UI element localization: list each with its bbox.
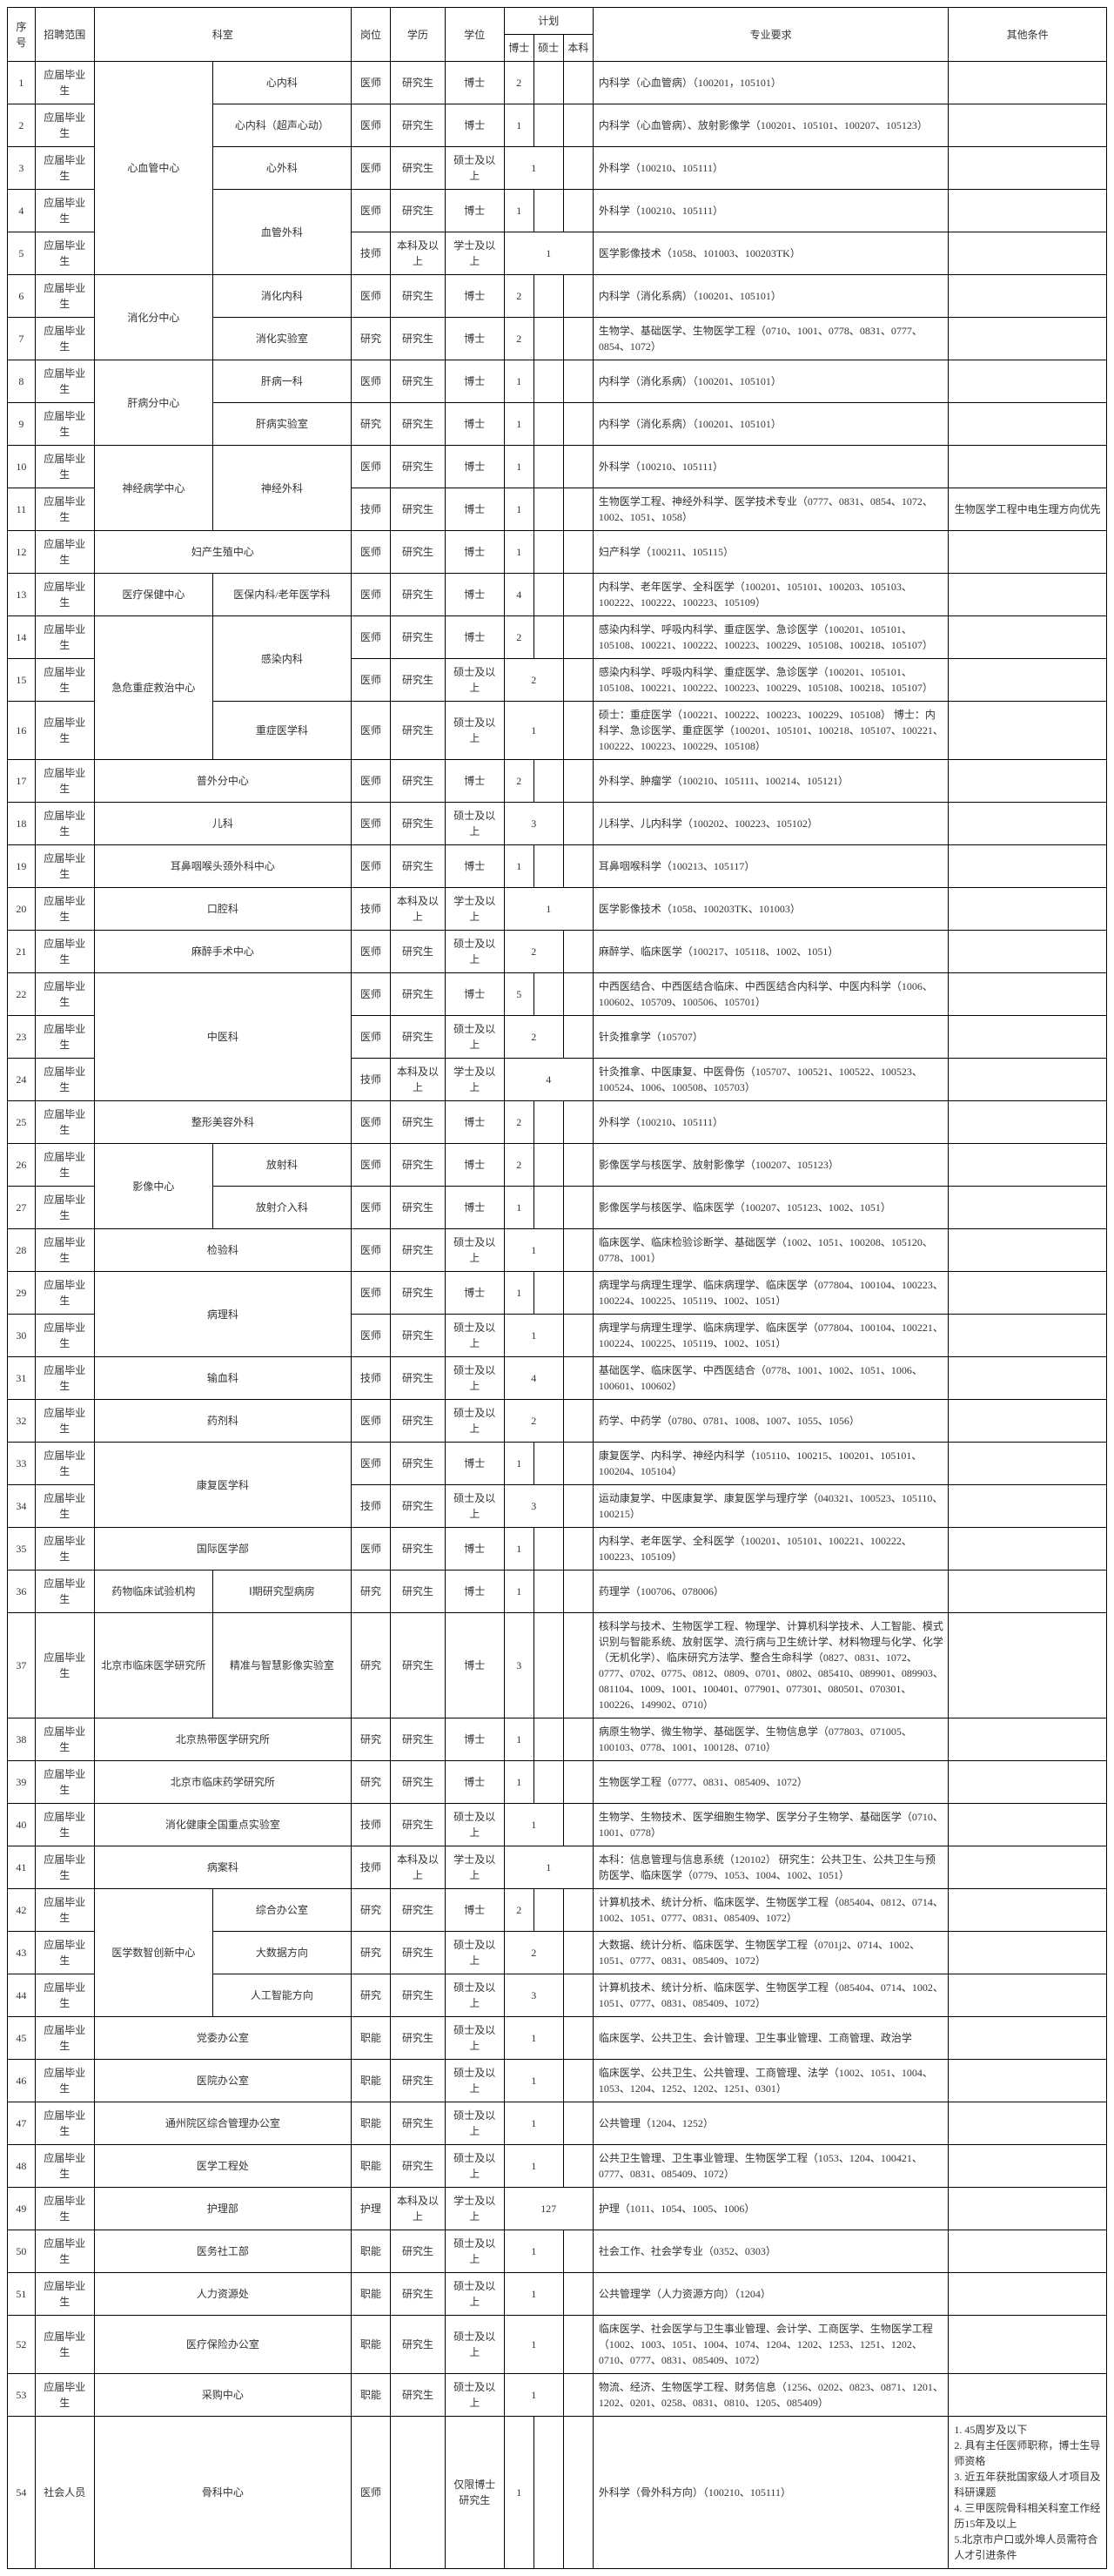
table-row: 12应届毕业生妇产生殖中心医师研究生博士1妇产科学（100211、105115）: [8, 531, 1107, 574]
hdr-plan-mas: 硕士: [534, 35, 563, 62]
hdr-plan-doc: 博士: [504, 35, 534, 62]
table-row: 48应届毕业生医学工程处职能研究生硕士及以上1公共卫生管理、卫生事业管理、生物医…: [8, 2145, 1107, 2188]
hdr-plan: 计划: [504, 8, 593, 35]
table-row: 40应届毕业生消化健康全国重点实验室技师研究生硕士及以上1生物学、生物技术、医学…: [8, 1804, 1107, 1846]
cell-seq: 1: [8, 62, 36, 104]
table-row: 13应届毕业生医疗保健中心医保内科/老年医学科医师研究生博士4内科学、老年医学、…: [8, 574, 1107, 616]
table-row: 42应届毕业生医学数智创新中心综合办公室研究研究生博士2计算机技术、统计分析、临…: [8, 1889, 1107, 1932]
table-row: 25应届毕业生整形美容外科医师研究生博士2外科学（100210、105111）: [8, 1101, 1107, 1144]
table-row: 53应届毕业生采购中心职能研究生硕士及以上1物流、经济、生物医学工程、财务信息（…: [8, 2374, 1107, 2417]
hdr-seq: 序号: [8, 8, 36, 62]
table-row: 54社会人员骨科中心医师仅限博士研究生1外科学（骨外科方向）（100210、10…: [8, 2417, 1107, 2569]
table-row: 6应届毕业生消化分中心消化内科医师研究生博士2内科学（消化系病）（100201、…: [8, 275, 1107, 318]
table-row: 36应届毕业生药物临床试验机构Ⅰ期研究型病房研究研究生博士1药理学（100706…: [8, 1570, 1107, 1613]
table-row: 22应届毕业生中医科医师研究生博士5中西医结合、中西医结合临床、中西医结合内科学…: [8, 973, 1107, 1016]
table-row: 31应届毕业生输血科技师研究生硕士及以上4基础医学、临床医学、中西医结合（077…: [8, 1357, 1107, 1400]
table-row: 8应届毕业生肝病分中心肝病一科医师研究生博士1内科学（消化系病）（100201、…: [8, 360, 1107, 403]
hdr-dept: 科室: [94, 8, 351, 62]
hdr-scope: 招聘范围: [35, 8, 94, 62]
cell-other: [949, 62, 1107, 104]
table-header: 序号 招聘范围 科室 岗位 学历 学位 计划 专业要求 其他条件 博士 硕士 本…: [8, 8, 1107, 62]
hdr-deg: 学位: [445, 8, 504, 62]
table-row: 38应届毕业生北京热带医学研究所研究研究生博士1病原生物学、微生物学、基础医学、…: [8, 1718, 1107, 1761]
recruitment-table: 序号 招聘范围 科室 岗位 学历 学位 计划 专业要求 其他条件 博士 硕士 本…: [7, 7, 1107, 2569]
table-row: 32应届毕业生药剂科医师研究生硕士及以上2药学、中药学（0780、0781、10…: [8, 1400, 1107, 1443]
table-row: 41应届毕业生病案科技师本科及以上学士及以上1本科：信息管理与信息系统（1201…: [8, 1846, 1107, 1889]
table-row: 37应届毕业生北京市临床医学研究所精准与智慧影像实验室研究研究生博士3核科学与技…: [8, 1613, 1107, 1718]
table-row: 45应届毕业生党委办公室职能研究生硕士及以上1临床医学、公共卫生、会计管理、卫生…: [8, 2017, 1107, 2060]
hdr-other: 其他条件: [949, 8, 1107, 62]
table-row: 19应届毕业生耳鼻咽喉头颈外科中心医师研究生博士1耳鼻咽喉科学（100213、1…: [8, 845, 1107, 888]
table-row: 18应届毕业生儿科医师研究生硕士及以上3儿科学、儿内科学（100202、1002…: [8, 803, 1107, 845]
hdr-req: 专业要求: [593, 8, 949, 62]
table-row: 28应届毕业生检验科医师研究生硕士及以上1临床医学、临床检验诊断学、基础医学（1…: [8, 1229, 1107, 1272]
table-row: 47应届毕业生通州院区综合管理办公室职能研究生硕士及以上1公共管理（1204、1…: [8, 2102, 1107, 2145]
table-row: 17应届毕业生普外分中心医师研究生博士2外科学、肿瘤学（100210、10511…: [8, 760, 1107, 803]
cell-req: 内科学（心血管病）（100201，105101）: [593, 62, 949, 104]
cell-scope: 应届毕业生: [35, 62, 94, 104]
hdr-edu: 学历: [391, 8, 445, 62]
table-row: 20应届毕业生口腔科技师本科及以上学士及以上1医学影像技术（1058、10020…: [8, 888, 1107, 931]
table-row: 33应届毕业生康复医学科医师研究生博士1康复医学、内科学、神经内科学（10511…: [8, 1443, 1107, 1485]
cell-plan: [534, 62, 563, 104]
cell-edu: 研究生: [391, 62, 445, 104]
table-body: 1应届毕业生心血管中心心内科医师研究生博士2 内科学（心血管病）（100201，1…: [8, 62, 1107, 2569]
table-row: 51应届毕业生人力资源处职能研究生硕士及以上1公共管理学（人力资源方向）（120…: [8, 2273, 1107, 2316]
hdr-post: 岗位: [351, 8, 390, 62]
table-row: 50应届毕业生医务社工部职能研究生硕士及以上1社会工作、社会学专业（0352、0…: [8, 2230, 1107, 2273]
table-row: 10应届毕业生神经病学中心神经外科医师研究生博士1外科学（100210、1051…: [8, 446, 1107, 488]
hdr-plan-bac: 本科: [563, 35, 593, 62]
table-row: 49应届毕业生护理部护理本科及以上学士及以上127护理（1011、1054、10…: [8, 2188, 1107, 2230]
cell-dept: 心血管中心: [94, 62, 212, 275]
table-row: 35应届毕业生国际医学部医师研究生博士1内科学、老年医学、全科医学（100201…: [8, 1528, 1107, 1570]
table-row: 1应届毕业生心血管中心心内科医师研究生博士2内科学（心血管病）（100201，1…: [8, 62, 1107, 104]
cell-post: 医师: [351, 62, 390, 104]
cell-plan: [563, 62, 593, 104]
table-row: 26应届毕业生影像中心放射科医师研究生博士2影像医学与核医学、放射影像学（100…: [8, 1144, 1107, 1187]
table-row: 29应届毕业生病理科医师研究生博士1病理学与病理生理学、临床病理学、临床医学（0…: [8, 1272, 1107, 1315]
table-row: 14应届毕业生急危重症救治中心感染内科医师研究生博士2感染内科学、呼吸内科学、重…: [8, 616, 1107, 659]
cell-subdept: 心内科: [213, 62, 352, 104]
table-row: 46应届毕业生医院办公室职能研究生硕士及以上1临床医学、公共卫生、公共管理、工商…: [8, 2060, 1107, 2102]
cell-plan: 2: [504, 62, 534, 104]
table-row: 39应届毕业生北京市临床药学研究所研究研究生博士1生物医学工程（0777、083…: [8, 1761, 1107, 1804]
cell-deg: 博士: [445, 62, 504, 104]
table-row: 52应届毕业生医疗保险办公室职能研究生硕士及以上1临床医学、社会医学与卫生事业管…: [8, 2316, 1107, 2374]
table-row: 21应届毕业生麻醉手术中心医师研究生硕士及以上2麻醉学、临床医学（100217、…: [8, 931, 1107, 973]
